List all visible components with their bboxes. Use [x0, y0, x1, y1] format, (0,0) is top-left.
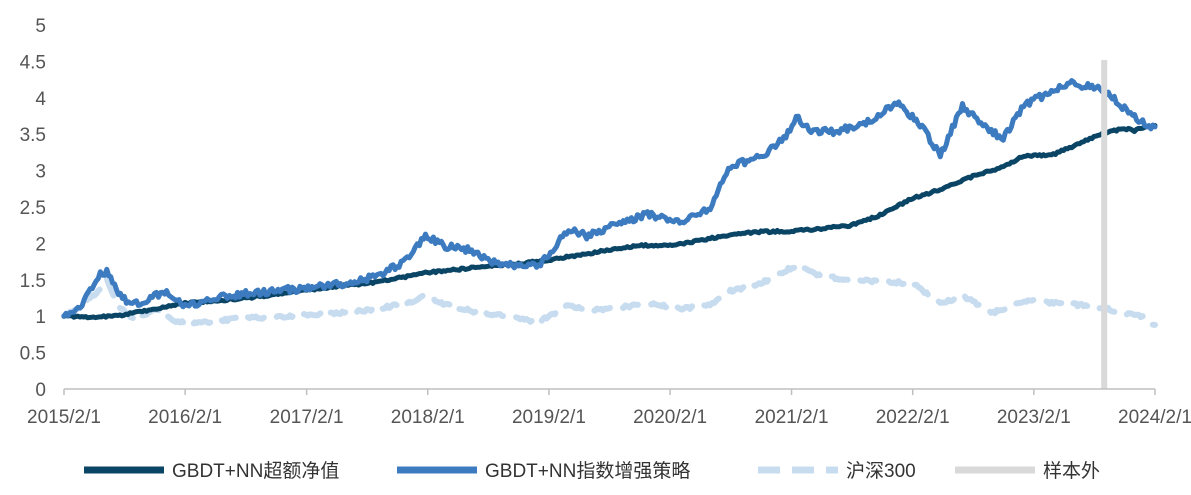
legend-label-strategy: GBDT+NN指数增强策略	[485, 460, 690, 482]
y-tick-label: 1	[35, 307, 46, 328]
y-tick-label: 1.5	[20, 271, 46, 292]
legend-item-excess[interactable]: GBDT+NN超额净值	[84, 460, 339, 482]
x-tick-label: 2022/2/1	[876, 407, 950, 428]
legend-label-excess: GBDT+NN超额净值	[172, 460, 339, 482]
legend: GBDT+NN超额净值 GBDT+NN指数增强策略 沪深300 样本外	[84, 460, 1100, 482]
y-tick-label: 0	[35, 380, 46, 401]
x-tick-label: 2023/2/1	[997, 407, 1071, 428]
y-tick-label: 0.5	[20, 344, 46, 365]
legend-label-oos: 样本外	[1043, 460, 1100, 482]
y-tick-label: 4.5	[20, 52, 46, 73]
legend-item-hs300[interactable]: 沪深300	[758, 460, 916, 482]
x-tick-label: 2018/2/1	[391, 407, 465, 428]
series-line-hs300	[61, 262, 1158, 328]
legend-item-oos[interactable]: 样本外	[955, 460, 1100, 482]
y-tick-label: 3.5	[20, 125, 46, 146]
x-tick-label: 2024/2/1	[1118, 407, 1191, 428]
y-tick-label: 5	[35, 16, 46, 37]
x-tick-label: 2016/2/1	[148, 407, 222, 428]
y-tick-label: 3	[35, 162, 46, 183]
y-tick-label: 4	[35, 89, 46, 110]
y-axis: 0 0.5 1 1.5 2 2.5 3 3.5 4 4.5 5	[20, 16, 47, 401]
x-tick-label: 2019/2/1	[512, 407, 586, 428]
x-tick-label: 2015/2/1	[27, 407, 101, 428]
x-tick-label: 2017/2/1	[270, 407, 344, 428]
series-line-excess	[61, 123, 1158, 321]
plot-area	[61, 60, 1158, 389]
y-tick-label: 2	[35, 234, 46, 255]
legend-label-hs300: 沪深300	[846, 460, 916, 482]
x-tick-label: 2020/2/1	[633, 407, 707, 428]
legend-item-strategy[interactable]: GBDT+NN指数增强策略	[397, 460, 690, 482]
x-tick-label: 2021/2/1	[755, 407, 829, 428]
series-line-strategy	[61, 78, 1158, 319]
y-tick-label: 2.5	[20, 198, 46, 219]
x-axis: 2015/2/1 2016/2/1 2017/2/1 2018/2/1 2019/2/1…	[27, 388, 1191, 428]
